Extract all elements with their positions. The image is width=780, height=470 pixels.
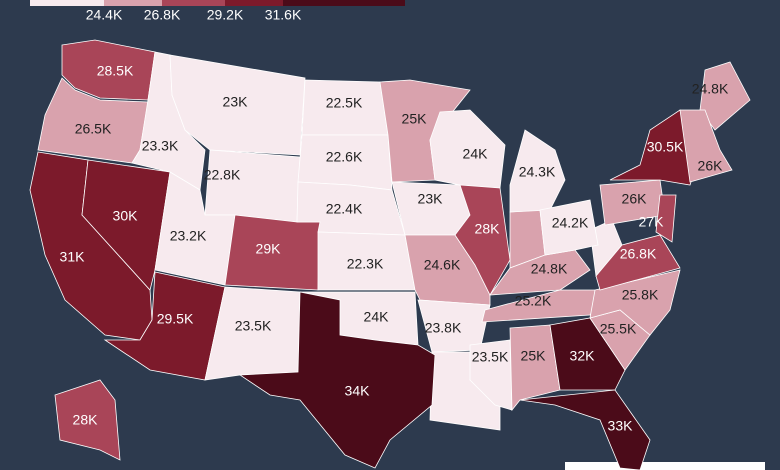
legend-label: 24.4K bbox=[86, 7, 123, 23]
region bbox=[469, 339, 513, 411]
region bbox=[61, 39, 156, 101]
region-label: 22.8K bbox=[204, 167, 241, 183]
region bbox=[595, 234, 681, 291]
region-label: 31K bbox=[60, 249, 86, 265]
legend-swatch bbox=[104, 0, 162, 6]
region bbox=[509, 324, 561, 412]
region-label: 23.3K bbox=[142, 138, 179, 154]
region-label: 28K bbox=[475, 221, 501, 237]
region-label: 23.5K bbox=[235, 318, 272, 334]
region-label: 34K bbox=[345, 383, 371, 399]
region-label: 28.5K bbox=[97, 63, 134, 79]
region bbox=[454, 184, 511, 296]
region-label: 24K bbox=[364, 309, 390, 325]
region-label: 25K bbox=[521, 348, 547, 364]
region bbox=[81, 159, 171, 291]
region-label: 26K bbox=[698, 158, 724, 174]
region-label: 25.8K bbox=[622, 287, 659, 303]
region-label: 25K bbox=[402, 111, 428, 127]
region-label: 24.8K bbox=[692, 81, 729, 97]
region-label: 30K bbox=[113, 208, 139, 224]
region bbox=[429, 109, 506, 189]
region-label: 24.2K bbox=[552, 215, 589, 231]
region-label: 22.5K bbox=[326, 95, 363, 111]
legend-swatch bbox=[225, 0, 283, 6]
region-label: 22.4K bbox=[326, 201, 363, 217]
region bbox=[519, 389, 651, 470]
region-label: 33K bbox=[608, 418, 634, 434]
region-label: 25.2K bbox=[515, 293, 552, 309]
region-label: 30.5K bbox=[647, 139, 684, 155]
region-label: 26.8K bbox=[620, 246, 657, 262]
region bbox=[679, 109, 733, 183]
legend-label: 26.8K bbox=[144, 7, 181, 23]
region-label: 25.5K bbox=[600, 321, 637, 337]
legend-swatch bbox=[30, 0, 104, 6]
region-label: 32K bbox=[570, 348, 596, 364]
legend-label: 31.6K bbox=[265, 7, 302, 23]
region bbox=[54, 379, 121, 461]
region bbox=[655, 194, 677, 243]
region bbox=[549, 317, 626, 391]
region-label: 23K bbox=[223, 94, 249, 110]
region bbox=[238, 291, 436, 469]
footer-box bbox=[565, 462, 765, 470]
region-label: 22.6K bbox=[326, 149, 363, 165]
region-label: 23K bbox=[418, 191, 444, 207]
region-label: 23.8K bbox=[425, 320, 462, 336]
region-label: 24.3K bbox=[519, 164, 556, 180]
region-label: 24.6K bbox=[424, 257, 461, 273]
region-label: 26K bbox=[622, 191, 648, 207]
region bbox=[539, 199, 599, 256]
legend-label: 29.2K bbox=[207, 7, 244, 23]
region bbox=[699, 61, 751, 131]
region-label: 24.8K bbox=[531, 261, 568, 277]
region-label: 23.2K bbox=[170, 228, 207, 244]
region-label: 28K bbox=[73, 412, 99, 428]
region-label: 29K bbox=[256, 241, 282, 257]
region bbox=[204, 149, 301, 223]
region-label: 24K bbox=[463, 146, 489, 162]
region bbox=[509, 129, 566, 213]
legend-swatch bbox=[283, 0, 405, 6]
region-label: 26.5K bbox=[75, 121, 112, 137]
legend-swatch bbox=[162, 0, 225, 6]
region-label: 23.5K bbox=[472, 349, 509, 365]
region-label: 29.5K bbox=[157, 311, 194, 327]
region-label: 22.3K bbox=[347, 256, 384, 272]
region-label: 27K bbox=[639, 214, 665, 230]
